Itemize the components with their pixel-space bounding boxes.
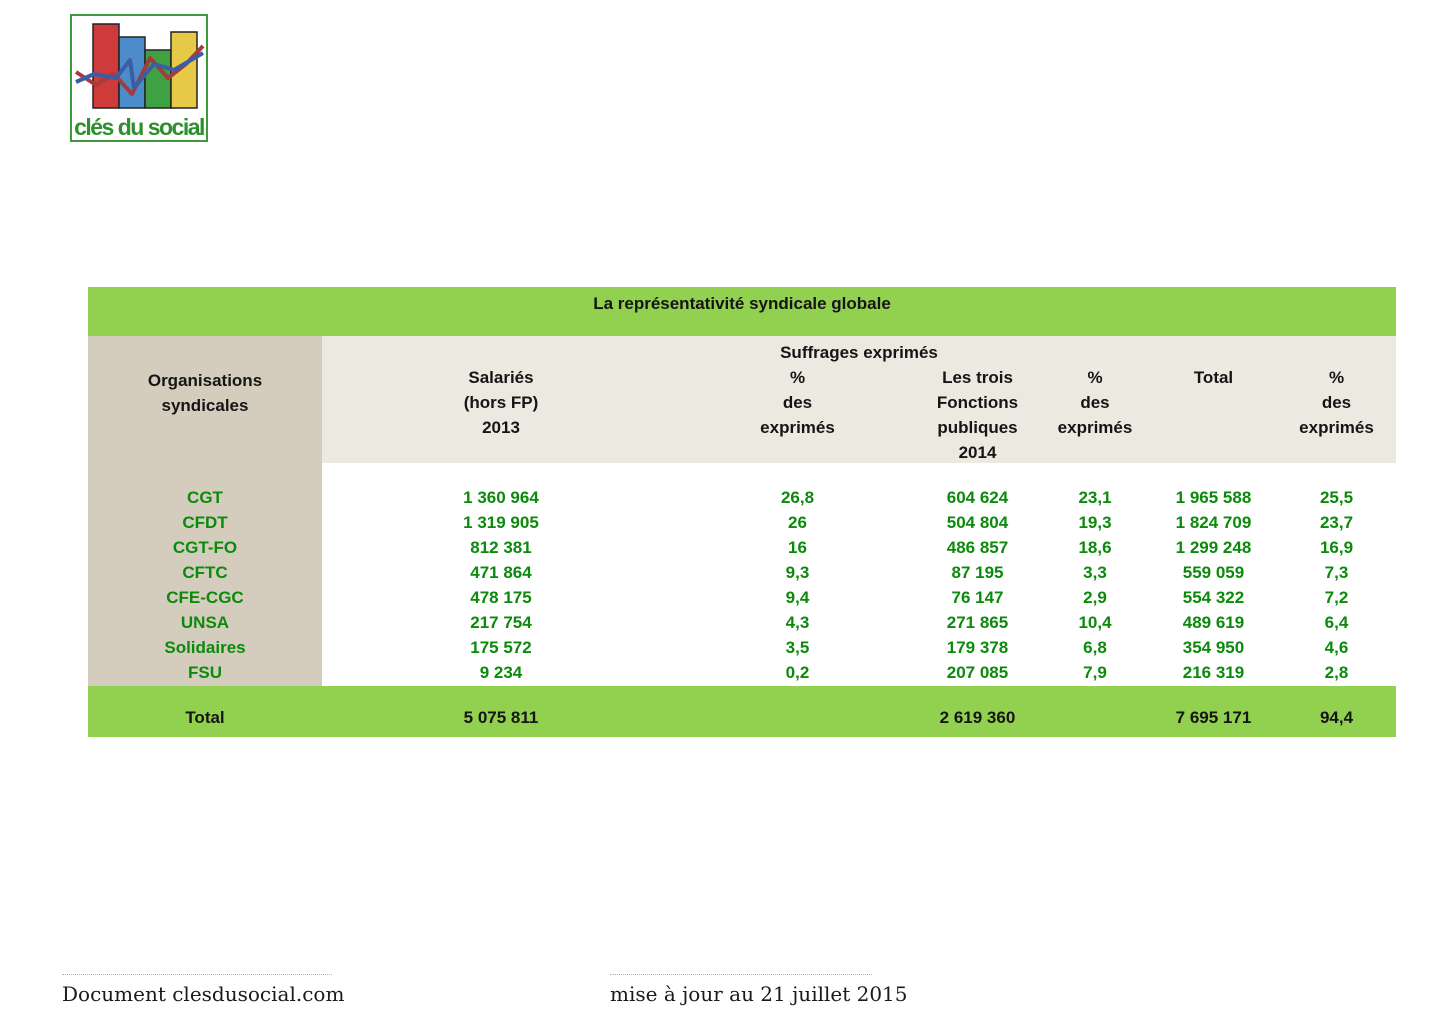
cell-pct-exprimes-1: 16 — [788, 538, 807, 557]
table-row: CGT 1 360 964 26,8 604 624 23,1 1 965 58… — [88, 485, 1396, 510]
cell-organisation: CGT — [187, 488, 223, 507]
cell-pct-exprimes-3: 4,6 — [1324, 638, 1349, 657]
footer-update-date: mise à jour au 21 juillet 2015 — [610, 982, 908, 1006]
cell-salaries: 478 175 — [470, 588, 532, 607]
table-row: CFE-CGC 478 175 9,4 76 147 2,9 554 322 7… — [88, 585, 1396, 610]
cell-organisation: CFE-CGC — [166, 588, 244, 607]
table-total-row: Total 5 075 811 2 619 360 7 695 171 94,4 — [88, 686, 1396, 737]
cell-salaries: 812 381 — [470, 538, 532, 557]
cell-pct-exprimes-2: 3,3 — [1083, 563, 1107, 582]
cell-pct-exprimes-3: 23,7 — [1319, 513, 1354, 532]
cell-fonctions-publiques: 179 378 — [946, 638, 1009, 657]
cell-pct-exprimes-2: 23,1 — [1078, 488, 1112, 507]
cell-pct-exprimes-2: 2,9 — [1083, 588, 1107, 607]
total-label: Total — [185, 708, 225, 727]
cell-organisation: CFTC — [182, 563, 228, 582]
cell-pct-exprimes-3: 7,3 — [1324, 563, 1349, 582]
footer-document-label: Document clesdusocial.com — [62, 982, 345, 1006]
cell-total: 354 950 — [1182, 638, 1245, 657]
cell-pct-exprimes-1: 3,5 — [785, 638, 810, 657]
logo-text: clés du social — [74, 114, 205, 140]
column-header-pct-exprimes-2: % des exprimés — [1057, 368, 1133, 437]
total-fonctions-publiques: 2 619 360 — [939, 708, 1016, 727]
column-header-salaries: Salariés (hors FP) 2013 — [463, 368, 539, 437]
table-header: Organisations syndicales Suffrages expri… — [88, 336, 1396, 463]
cell-fonctions-publiques: 271 865 — [946, 613, 1009, 632]
cell-pct-exprimes-1: 0,2 — [785, 663, 810, 682]
cell-pct-exprimes-2: 7,9 — [1083, 663, 1107, 682]
group-header-suffrages: Suffrages exprimés — [780, 343, 938, 362]
footer-separator-center — [610, 974, 872, 975]
cell-fonctions-publiques: 486 857 — [946, 538, 1009, 557]
total-total: 7 695 171 — [1175, 708, 1252, 727]
cell-total: 1 824 709 — [1175, 513, 1252, 532]
cell-total: 1 299 248 — [1175, 538, 1252, 557]
cell-total: 489 619 — [1182, 613, 1245, 632]
cell-organisation: UNSA — [180, 613, 230, 632]
cell-total: 216 319 — [1182, 663, 1245, 682]
table-row: CFTC 471 864 9,3 87 195 3,3 559 059 7,3 — [88, 560, 1396, 585]
column-header-organisations: Organisations syndicales — [88, 336, 322, 463]
logo-blue-trend-line — [75, 51, 205, 90]
cell-organisation: CGT-FO — [172, 538, 238, 557]
union-representativity-table: La représentativité syndicale globale Or… — [88, 287, 1396, 737]
cell-pct-exprimes-3: 6,4 — [1324, 613, 1349, 632]
cell-fonctions-publiques: 504 804 — [946, 513, 1009, 532]
cell-pct-exprimes-1: 9,3 — [785, 563, 810, 582]
table-header-right: Suffrages exprimés Salariés (hors FP) 20… — [322, 336, 1396, 463]
cell-salaries: 175 572 — [470, 638, 532, 657]
cell-pct-exprimes-3: 25,5 — [1319, 488, 1354, 507]
clesdusocial-logo: clés du social — [70, 14, 208, 142]
cell-total: 1 965 588 — [1175, 488, 1252, 507]
table-body: CGT 1 360 964 26,8 604 624 23,1 1 965 58… — [88, 463, 1396, 686]
table-row: FSU 9 234 0,2 207 085 7,9 216 319 2,8 — [88, 660, 1396, 685]
cell-salaries: 9 234 — [479, 663, 523, 682]
table-row: CFDT 1 319 905 26 504 804 19,3 1 824 709… — [88, 510, 1396, 535]
cell-pct-exprimes-1: 26,8 — [780, 488, 815, 507]
footer-separator-left — [62, 974, 332, 975]
cell-pct-exprimes-2: 6,8 — [1083, 638, 1107, 657]
table-row: CGT-FO 812 381 16 486 857 18,6 1 299 248… — [88, 535, 1396, 560]
cell-organisation: FSU — [188, 663, 222, 682]
cell-total: 554 322 — [1182, 588, 1245, 607]
cell-salaries: 471 864 — [470, 563, 532, 582]
cell-fonctions-publiques: 604 624 — [946, 488, 1009, 507]
column-header-total: Total — [1193, 368, 1234, 387]
cell-pct-exprimes-1: 9,4 — [785, 588, 810, 607]
cell-salaries: 1 360 964 — [463, 488, 539, 507]
cell-pct-exprimes-3: 2,8 — [1324, 663, 1349, 682]
table-row: Solidaires 175 572 3,5 179 378 6,8 354 9… — [88, 635, 1396, 660]
cell-total: 559 059 — [1182, 563, 1245, 582]
cell-pct-exprimes-2: 19,3 — [1078, 513, 1112, 532]
total-pct-exprimes-3: 94,4 — [1319, 708, 1354, 727]
table-title: La représentativité syndicale globale — [88, 287, 1396, 336]
cell-pct-exprimes-3: 7,2 — [1324, 588, 1349, 607]
column-headers: Salariés (hors FP) 2013 % des exprimés L… — [322, 365, 1396, 465]
cell-pct-exprimes-3: 16,9 — [1319, 538, 1354, 557]
cell-salaries: 217 754 — [470, 613, 532, 632]
cell-pct-exprimes-1: 26 — [788, 513, 807, 532]
cell-pct-exprimes-2: 10,4 — [1078, 613, 1112, 632]
table-row: UNSA 217 754 4,3 271 865 10,4 489 619 6,… — [88, 610, 1396, 635]
total-salaries: 5 075 811 — [463, 708, 539, 727]
logo-barchart-icon — [74, 23, 205, 109]
cell-pct-exprimes-1: 4,3 — [785, 613, 810, 632]
cell-organisation: CFDT — [182, 513, 228, 532]
column-header-pct-exprimes-3: % des exprimés — [1299, 368, 1374, 437]
cell-fonctions-publiques: 76 147 — [951, 588, 1004, 607]
cell-fonctions-publiques: 87 195 — [951, 563, 1004, 582]
column-header-fonctions-publiques: Les trois Fonctions publiques 2014 — [936, 368, 1019, 462]
cell-salaries: 1 319 905 — [463, 513, 539, 532]
column-header-pct-exprimes-1: % des exprimés — [760, 368, 835, 437]
cell-fonctions-publiques: 207 085 — [946, 663, 1009, 682]
cell-organisation: Solidaires — [164, 638, 246, 657]
cell-pct-exprimes-2: 18,6 — [1078, 538, 1112, 557]
